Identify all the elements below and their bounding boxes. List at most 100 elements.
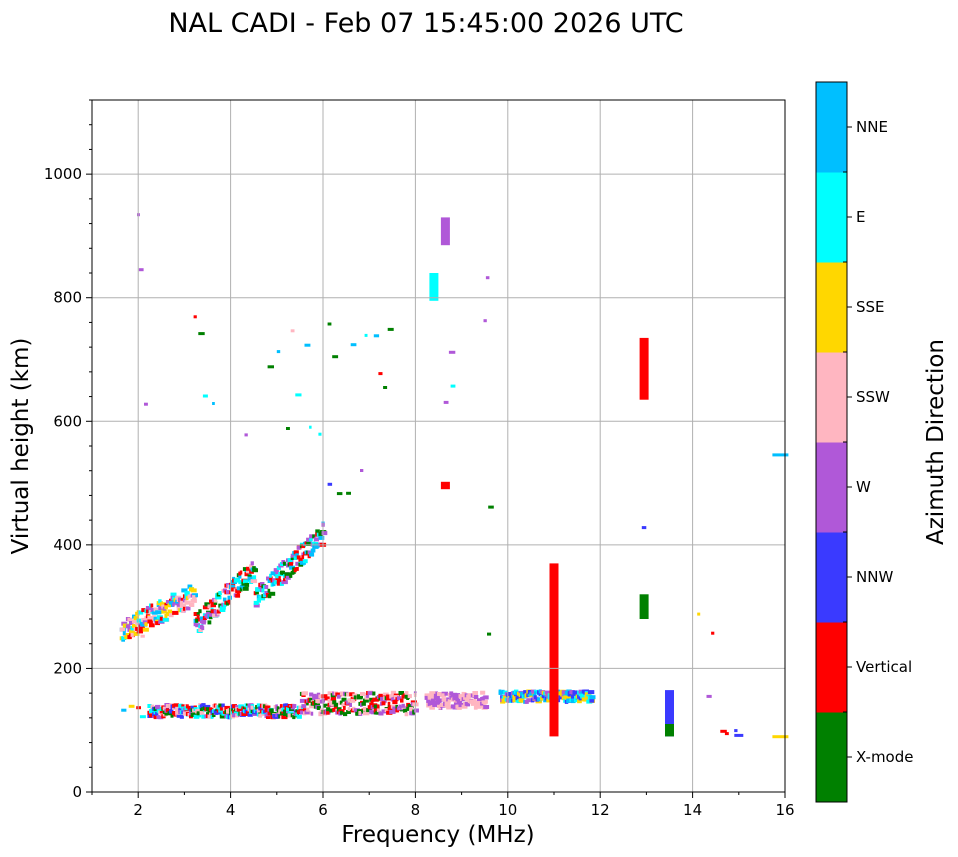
echo-pixel: [213, 598, 218, 603]
echo-pixel: [153, 715, 157, 720]
echo-pixel: [236, 707, 243, 712]
echo-pixel: [130, 632, 135, 637]
echo-band: [253, 521, 328, 608]
echo-pixel: [199, 711, 205, 715]
echo-pixel: [540, 696, 544, 701]
echo-pixel: [187, 594, 191, 599]
echo-pixel: [227, 595, 232, 600]
echo-pixel: [350, 698, 356, 703]
echo-pixel: [487, 632, 492, 636]
echo-feature: [665, 724, 674, 737]
echo-pixel: [574, 698, 579, 703]
echo-pixel: [253, 591, 257, 596]
echo-pixel: [287, 558, 293, 563]
echo-pixel: [312, 693, 317, 698]
echo-pixel: [396, 696, 402, 701]
echo-pixel: [210, 609, 216, 614]
echo-pixel: [192, 595, 196, 600]
echo-pixel: [259, 582, 265, 586]
echo-pixel: [310, 548, 316, 553]
echo-pixel: [136, 629, 143, 634]
echo-pixel: [520, 698, 525, 703]
echo-pixel: [472, 693, 476, 698]
echo-pixel: [283, 709, 289, 714]
echo-pixel: [558, 695, 565, 700]
echo-pixel: [577, 699, 582, 704]
echo-pixel: [480, 690, 486, 695]
echo-pixel: [145, 609, 149, 614]
echo-pixel: [276, 579, 282, 583]
echo-pixel: [196, 612, 200, 617]
echo-pixel: [589, 698, 595, 703]
echo-pixel: [218, 591, 222, 595]
echo-pixel: [330, 696, 337, 701]
echo-pixel: [512, 695, 515, 699]
echo-pixel: [339, 710, 343, 715]
colorbar-tick-label: X-mode: [856, 748, 913, 766]
echo-pixel: [201, 620, 206, 625]
echo-pixel: [236, 586, 243, 591]
echo-pixel: [235, 713, 239, 718]
echo-pixel: [457, 705, 462, 710]
echo-pixel: [206, 611, 210, 616]
echo-pixel: [256, 708, 262, 713]
echo-pixel: [339, 700, 343, 705]
x-axis-label: Frequency (MHz): [341, 822, 534, 848]
echo-pixel: [501, 689, 505, 694]
echo-pixel: [473, 698, 477, 703]
echo-pixel: [326, 710, 330, 715]
echo-pixel: [561, 696, 565, 701]
echo-pixel: [441, 691, 448, 696]
echo-pixel: [264, 590, 270, 595]
echo-pixel: [238, 704, 244, 709]
echo-pixel: [299, 710, 304, 715]
echo-pixel: [215, 595, 222, 600]
echo-pixel: [158, 715, 164, 720]
echo-pixel: [262, 709, 266, 714]
echo-pixel: [189, 603, 195, 607]
echo-pixel: [242, 586, 249, 591]
echo-pixel: [283, 561, 286, 566]
echo-pixel: [313, 537, 319, 542]
echo-pixel: [273, 580, 279, 585]
echo-pixel: [587, 690, 595, 695]
echo-pixel: [349, 692, 355, 697]
echo-pixel: [272, 578, 276, 583]
colorbar-swatch: [816, 172, 847, 263]
echo-pixel: [437, 700, 440, 705]
echo-pixel: [283, 712, 288, 716]
echo-pixel: [301, 704, 307, 709]
colorbar-frame: [815, 81, 848, 803]
echo-pixel: [299, 698, 307, 703]
echo-pixel: [170, 592, 177, 597]
echo-pixel: [153, 607, 158, 612]
echo-pixel: [129, 629, 136, 634]
echo-pixel: [258, 706, 264, 711]
echo-pixel: [404, 691, 409, 696]
echo-pixel: [381, 701, 386, 706]
echo-pixel: [207, 710, 211, 715]
echo-pixel: [373, 704, 380, 709]
echo-pixel: [432, 693, 436, 698]
echo-pixel: [267, 588, 271, 593]
echo-pixel: [193, 315, 197, 319]
echo-pixel: [409, 707, 414, 711]
echo-band: [193, 561, 258, 633]
echo-pixel: [589, 695, 596, 700]
echo-pixel: [706, 694, 712, 698]
echo-pixel: [304, 541, 308, 546]
echo-pixel: [184, 704, 187, 709]
y-tick-label: 800: [53, 289, 82, 307]
echo-pixel: [724, 732, 729, 736]
echo-pixel: [460, 694, 464, 699]
echo-pixel: [133, 616, 140, 621]
x-tick-label: 16: [775, 801, 794, 819]
echo-pixel: [202, 605, 210, 610]
echo-pixel: [204, 707, 208, 712]
echo-pixel: [430, 698, 436, 703]
echo-pixel: [393, 700, 398, 704]
echo-pixel: [276, 706, 280, 711]
echo-pixel: [438, 698, 443, 703]
echo-pixel: [367, 691, 373, 696]
echo-pixel: [401, 694, 405, 699]
